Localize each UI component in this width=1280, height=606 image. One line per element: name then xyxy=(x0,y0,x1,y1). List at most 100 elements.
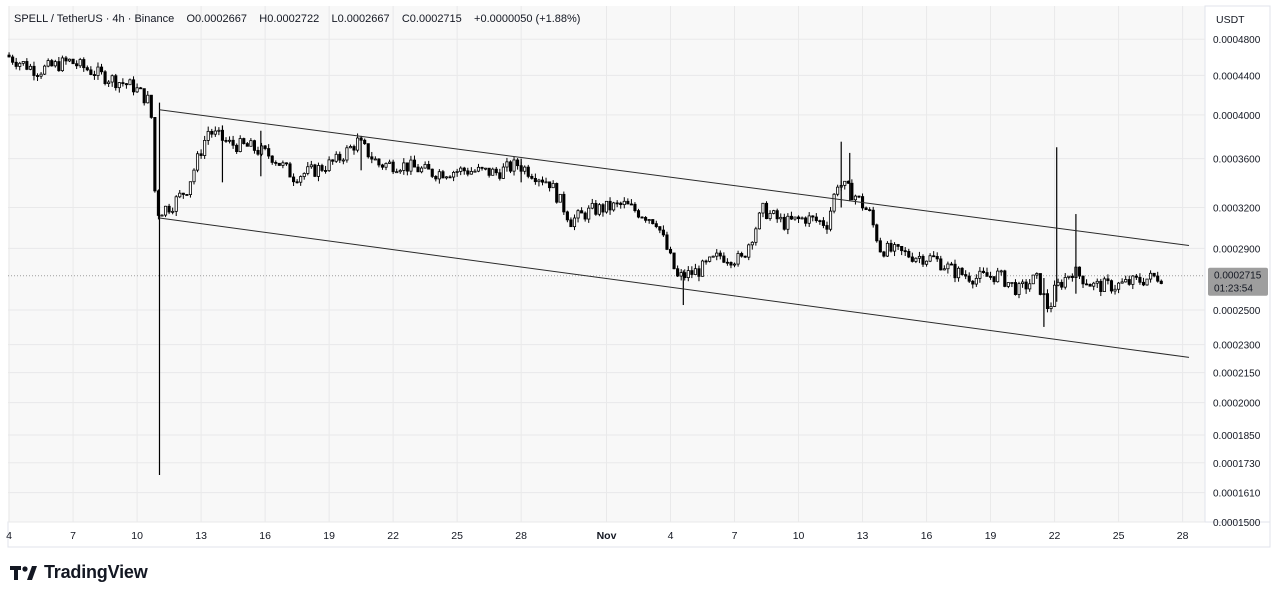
candle-body xyxy=(789,215,793,220)
candle-body xyxy=(626,200,630,205)
candle-body xyxy=(1077,266,1082,277)
candle-body xyxy=(338,153,342,161)
candle-body xyxy=(103,71,107,84)
candle-body xyxy=(231,139,235,146)
candle-body xyxy=(1045,293,1050,310)
candle-body xyxy=(316,165,321,177)
candle-body xyxy=(192,169,196,183)
candle-body xyxy=(1010,282,1014,284)
candle-body xyxy=(924,260,929,265)
candle-body xyxy=(814,216,818,222)
candle-body xyxy=(697,268,701,277)
candle-body xyxy=(110,75,114,83)
candle-body xyxy=(324,170,328,172)
candle-body xyxy=(555,183,559,203)
candle-body xyxy=(910,256,914,262)
candle-body xyxy=(85,67,89,71)
candle-body xyxy=(921,255,925,265)
candle-body xyxy=(327,159,331,172)
candle-body xyxy=(828,210,833,230)
trend-line xyxy=(159,109,1190,247)
candle-body xyxy=(1081,275,1085,285)
candle-body xyxy=(21,61,25,64)
x-tick-label: 19 xyxy=(985,530,997,542)
y-tick-label: 0.0004000 xyxy=(1213,111,1261,122)
candle-body xyxy=(199,153,203,156)
candle-body xyxy=(462,167,466,172)
candle-body xyxy=(437,171,441,180)
candle-body xyxy=(28,65,32,70)
symbol-title[interactable]: SPELL / TetherUS · 4h · Binance xyxy=(14,13,175,25)
candle-body xyxy=(452,171,456,178)
candle-body xyxy=(985,272,989,277)
candle-body xyxy=(384,163,388,168)
candle-body xyxy=(832,193,836,212)
tradingview-logo-text: TradingView xyxy=(44,562,148,582)
candle-body xyxy=(672,252,676,270)
candle-body xyxy=(388,161,392,164)
candle-body xyxy=(238,138,242,152)
candle-body xyxy=(174,196,178,212)
candle-body xyxy=(1031,274,1035,285)
candle-body xyxy=(505,161,509,168)
candle-body xyxy=(786,215,790,230)
x-tick-label: 10 xyxy=(131,530,143,542)
candle-body xyxy=(43,65,47,75)
candle-body xyxy=(131,79,136,93)
x-tick-label: 22 xyxy=(387,530,399,542)
candle-body xyxy=(128,79,132,86)
candle-body xyxy=(1060,281,1064,288)
candle-body xyxy=(857,195,861,198)
candle-body xyxy=(981,270,986,273)
candle-body xyxy=(612,202,616,211)
candle-body xyxy=(686,270,690,279)
candle-body xyxy=(402,162,406,171)
tradingview-logo[interactable]: TradingView xyxy=(10,562,148,583)
candle-body xyxy=(736,253,740,265)
candle-body xyxy=(594,202,598,215)
candle-body xyxy=(124,83,128,86)
candle-body xyxy=(676,268,680,277)
candle-body xyxy=(1102,278,1106,292)
time-axis xyxy=(7,521,1271,548)
currency-label: USDT xyxy=(1216,14,1245,26)
candle-body xyxy=(18,62,22,67)
candle-body xyxy=(149,94,153,118)
candle-body xyxy=(203,140,207,156)
candle-body xyxy=(1109,280,1114,292)
x-tick-label: 25 xyxy=(1113,530,1125,542)
candle-body xyxy=(892,244,897,252)
candle-body xyxy=(640,216,644,219)
candle-body xyxy=(903,250,907,253)
candle-body xyxy=(782,216,786,230)
candle-body xyxy=(889,242,893,252)
y-tick-label: 0.0001850 xyxy=(1213,431,1261,442)
candle-body xyxy=(548,181,552,189)
candle-body xyxy=(331,159,335,162)
candle-body xyxy=(14,61,18,67)
candle-body xyxy=(1035,273,1039,276)
candle-body xyxy=(334,153,338,162)
y-tick-label: 0.0002900 xyxy=(1213,244,1261,255)
candle-body xyxy=(75,63,79,67)
candle-body xyxy=(917,255,921,259)
candle-body xyxy=(875,224,879,242)
candle-body xyxy=(757,212,761,230)
candle-body xyxy=(533,177,537,183)
candle-body xyxy=(729,262,733,266)
candle-body xyxy=(1013,282,1018,295)
candle-body xyxy=(989,275,993,278)
candle-body xyxy=(633,203,637,212)
candle-body xyxy=(416,166,420,173)
candle-body xyxy=(949,263,954,266)
candle-body xyxy=(1063,277,1067,288)
candle-body xyxy=(277,162,281,166)
candle-body xyxy=(1038,273,1042,295)
candle-body xyxy=(508,161,513,172)
candle-body xyxy=(320,165,324,171)
candle-body xyxy=(352,146,356,151)
candle-body xyxy=(67,58,72,62)
candle-body xyxy=(654,223,658,228)
